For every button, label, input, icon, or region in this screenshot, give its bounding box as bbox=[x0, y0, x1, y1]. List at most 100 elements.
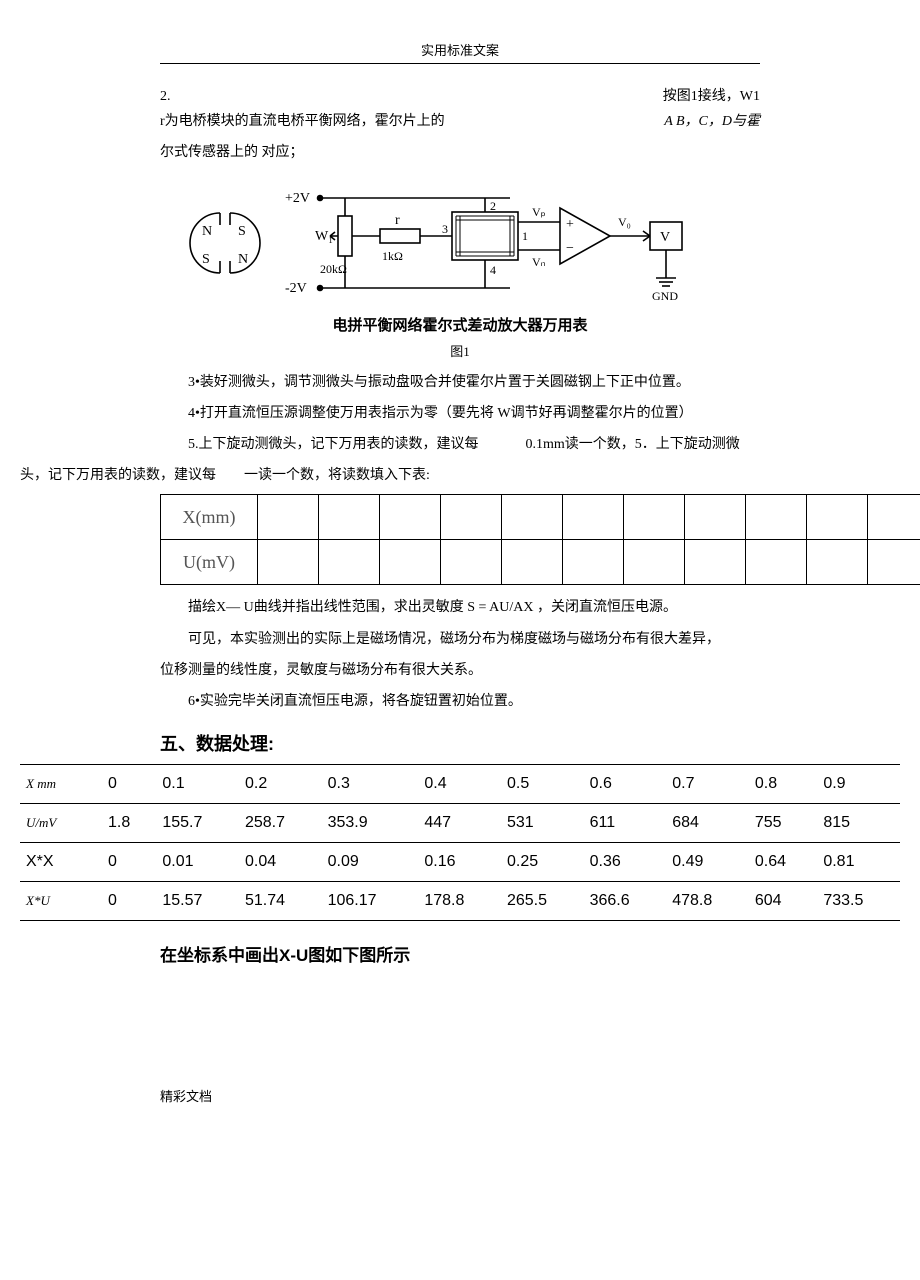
cell: 604 bbox=[749, 882, 817, 921]
step6: 6•实验完毕关闭直流恒压电源，将各旋钮置初始位置。 bbox=[160, 689, 900, 714]
label-v: V bbox=[660, 230, 670, 245]
cell: 0.3 bbox=[322, 765, 419, 804]
pin-4: 4 bbox=[490, 263, 496, 277]
step5c: 头，记下万用表的读数，建议每 一读一个数，将读数填入下表: bbox=[20, 463, 900, 488]
table-row: U/mV 1.8 155.7 258.7 353.9 447 531 611 6… bbox=[20, 804, 900, 843]
opamp-minus: − bbox=[566, 241, 574, 256]
cell: 0.49 bbox=[666, 843, 749, 882]
data-head-xu: X*U bbox=[20, 882, 102, 921]
step2-right2: A B，C，D与霍 bbox=[664, 109, 760, 134]
pin-3: 3 bbox=[442, 222, 448, 236]
cell: 265.5 bbox=[501, 882, 584, 921]
circuit-caption: 电拼平衡网络霍尔式差动放大器万用表 bbox=[20, 314, 900, 335]
step2-cont: 尔式传感器上的 对应； bbox=[160, 140, 900, 165]
cell: 0.09 bbox=[322, 843, 419, 882]
data-head-u: U/mV bbox=[20, 804, 102, 843]
step5a: 5.上下旋动测微头，记下万用表的读数，建议每 0.1mm读一个数，5．上下旋动测… bbox=[160, 432, 900, 457]
label-vn: Vₙ bbox=[532, 255, 546, 269]
cell: 0 bbox=[102, 843, 156, 882]
circuit-diagram: N S S N +2V -2V W₁ 20kΩ r 1kΩ bbox=[20, 178, 900, 360]
cell: 684 bbox=[666, 804, 749, 843]
label-vo: V₀ bbox=[618, 215, 631, 229]
cell: 258.7 bbox=[239, 804, 322, 843]
step2-num: 2. bbox=[160, 84, 171, 109]
blank-row-head: U(mV) bbox=[161, 540, 258, 585]
cell: 478.8 bbox=[666, 882, 749, 921]
cell: 815 bbox=[817, 804, 900, 843]
label-r: r bbox=[395, 213, 400, 228]
table-row: U(mV) bbox=[161, 540, 920, 585]
step2-right1: 按图1接线，W1 bbox=[663, 84, 760, 109]
label-plus2v: +2V bbox=[285, 191, 310, 206]
step5a-l: 5.上下旋动测微头，记下万用表的读数，建议每 bbox=[188, 437, 479, 452]
label-1k: 1kΩ bbox=[382, 249, 403, 263]
cell: 0.8 bbox=[749, 765, 817, 804]
page-header: 实用标准文案 bbox=[20, 40, 900, 59]
label-gnd: GND bbox=[652, 289, 678, 303]
cell: 0.81 bbox=[817, 843, 900, 882]
label-vp: Vₚ bbox=[532, 205, 546, 219]
label-minus2v: -2V bbox=[285, 281, 307, 296]
cell: 0.04 bbox=[239, 843, 322, 882]
table-row: X mm 0 0.1 0.2 0.3 0.4 0.5 0.6 0.7 0.8 0… bbox=[20, 765, 900, 804]
cell: 155.7 bbox=[156, 804, 239, 843]
step2-row2: r为电桥模块的直流电桥平衡网络，霍尔片上的 A B，C，D与霍 bbox=[160, 109, 760, 134]
cell: 0 bbox=[102, 765, 156, 804]
mag-n1: N bbox=[202, 224, 212, 239]
cell: 0.4 bbox=[418, 765, 501, 804]
cell: 0 bbox=[102, 882, 156, 921]
circuit-sub: 图1 bbox=[20, 341, 900, 360]
cell: 178.8 bbox=[418, 882, 501, 921]
header-rule bbox=[160, 63, 760, 64]
step4: 4•打开直流恒压源调整使万用表指示为零（要先将 W调节好再调整霍尔片的位置） bbox=[160, 401, 900, 426]
cell: 51.74 bbox=[239, 882, 322, 921]
post-p2: 可见，本实验测出的实际上是磁场情况，磁场分布为梯度磁场与磁场分布有很大差异， bbox=[160, 627, 900, 652]
pin-2: 2 bbox=[490, 199, 496, 213]
section5-head: 五、数据处理: bbox=[160, 730, 900, 756]
step3: 3•装好测微头，调节测微头与振动盘吸合并使霍尔片置于关圆磁钢上下正中位置。 bbox=[160, 370, 900, 395]
cell: 106.17 bbox=[322, 882, 419, 921]
opamp-plus: + bbox=[566, 217, 574, 232]
table-row: X*X 0 0.01 0.04 0.09 0.16 0.25 0.36 0.49… bbox=[20, 843, 900, 882]
cell: 15.57 bbox=[156, 882, 239, 921]
cell: 0.9 bbox=[817, 765, 900, 804]
blank-row-head: X(mm) bbox=[161, 495, 258, 540]
cell: 0.2 bbox=[239, 765, 322, 804]
cell: 531 bbox=[501, 804, 584, 843]
cell: 0.7 bbox=[666, 765, 749, 804]
cell: 0.1 bbox=[156, 765, 239, 804]
post-p1: 描绘X— U曲线并指出线性范围，求出灵敏度 S = AU/AX ，关闭直流恒压电… bbox=[160, 595, 900, 620]
cell: 611 bbox=[584, 804, 667, 843]
cell: 0.36 bbox=[584, 843, 667, 882]
cell: 0.5 bbox=[501, 765, 584, 804]
blank-table: X(mm) U(mV) bbox=[160, 494, 920, 585]
mag-s2: S bbox=[202, 252, 210, 267]
cell: 366.6 bbox=[584, 882, 667, 921]
cell: 0.01 bbox=[156, 843, 239, 882]
cell: 447 bbox=[418, 804, 501, 843]
cell: 0.25 bbox=[501, 843, 584, 882]
step5a-r: 0.1mm读一个数，5．上下旋动测微 bbox=[526, 437, 740, 452]
cell: 733.5 bbox=[817, 882, 900, 921]
step2-left2: r为电桥模块的直流电桥平衡网络，霍尔片上的 bbox=[160, 109, 445, 134]
table-row: X*U 0 15.57 51.74 106.17 178.8 265.5 366… bbox=[20, 882, 900, 921]
data-table: X mm 0 0.1 0.2 0.3 0.4 0.5 0.6 0.7 0.8 0… bbox=[20, 764, 900, 921]
chart-note: 在坐标系中画出X-U图如下图所示 bbox=[160, 941, 900, 966]
cell: 0.16 bbox=[418, 843, 501, 882]
cell: 1.8 bbox=[102, 804, 156, 843]
pin-1: 1 bbox=[522, 229, 528, 243]
cell: 0.64 bbox=[749, 843, 817, 882]
data-head-xx: X*X bbox=[20, 843, 102, 882]
data-head-x: X mm bbox=[20, 765, 102, 804]
post-p3: 位移测量的线性度，灵敏度与磁场分布有很大关系。 bbox=[160, 658, 900, 683]
mag-s1: S bbox=[238, 224, 246, 239]
cell: 755 bbox=[749, 804, 817, 843]
cell: 353.9 bbox=[322, 804, 419, 843]
label-20k: 20kΩ bbox=[320, 262, 347, 276]
mag-n2: N bbox=[238, 252, 248, 267]
cell: 0.6 bbox=[584, 765, 667, 804]
table-row: X(mm) bbox=[161, 495, 920, 540]
page-footer: 精彩文档 bbox=[160, 1086, 900, 1105]
label-w1: W₁ bbox=[315, 229, 333, 244]
step2-row1: 2. 按图1接线，W1 bbox=[160, 84, 760, 109]
